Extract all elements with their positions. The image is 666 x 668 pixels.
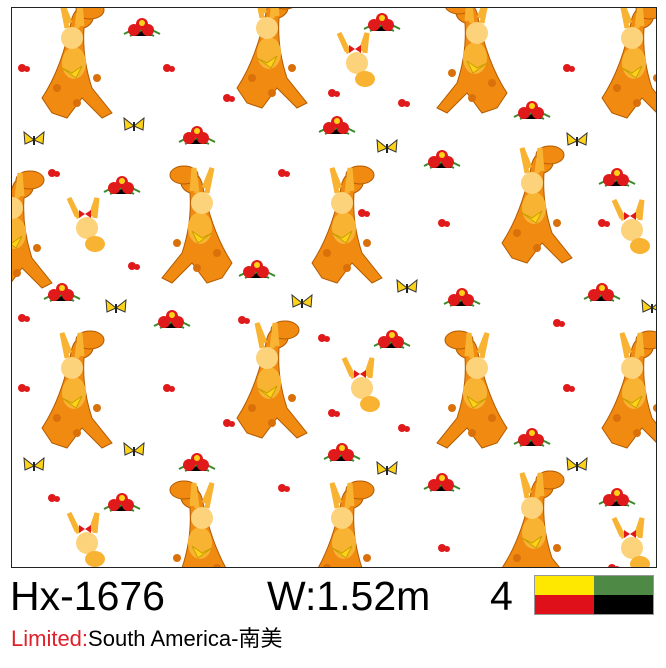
fabric-width: W:1.52m xyxy=(267,573,431,619)
butterfly-motif xyxy=(105,298,127,313)
butterfly-motif xyxy=(566,131,588,146)
giraffe-rabbit-motif xyxy=(236,8,308,109)
small-flower-motif xyxy=(398,424,410,432)
flower-cluster-motif xyxy=(123,18,161,37)
small-flower-motif xyxy=(598,219,610,227)
flower-cluster-motif xyxy=(318,116,356,135)
pattern-svg xyxy=(12,8,656,567)
small-flower-motif xyxy=(223,419,235,427)
small-flower-motif xyxy=(438,544,450,552)
small-flower-motif xyxy=(563,64,575,72)
flower-cluster-motif xyxy=(153,310,191,329)
limited-label: Limited: xyxy=(11,626,89,651)
flower-cluster-motif xyxy=(423,473,461,492)
small-flower-motif xyxy=(48,169,60,177)
small-flower-motif xyxy=(163,64,175,72)
giraffe-rabbit-motif xyxy=(436,8,508,114)
small-flower-motif xyxy=(328,89,340,97)
small-flower-motif xyxy=(238,316,250,324)
giraffe-rabbit-motif xyxy=(12,170,53,289)
flower-cluster-motif xyxy=(513,428,551,447)
giraffe-rabbit-motif xyxy=(436,330,508,449)
giraffe-rabbit-motif xyxy=(318,480,375,567)
flower-cluster-motif xyxy=(598,488,636,507)
butterfly-motif xyxy=(23,130,45,145)
swatch-yellow xyxy=(535,576,594,595)
butterfly-motif xyxy=(641,298,656,313)
small-flower-motif xyxy=(608,564,620,567)
small-flower-motif xyxy=(358,209,370,217)
small-flower-motif xyxy=(278,169,290,177)
flower-cluster-motif xyxy=(423,150,461,169)
fabric-pattern-preview xyxy=(11,7,657,568)
color-count: 4 xyxy=(490,573,513,619)
swatch-green xyxy=(594,576,653,595)
product-code: Hx-1676 xyxy=(10,573,165,619)
small-flower-motif xyxy=(128,262,140,270)
butterfly-motif xyxy=(566,456,588,471)
small-flower-motif xyxy=(163,384,175,392)
small-flower-motif xyxy=(223,94,235,102)
small-flower-motif xyxy=(553,319,565,327)
flower-cluster-motif xyxy=(373,330,411,349)
butterfly-motif xyxy=(123,116,145,131)
flower-cluster-motif xyxy=(513,101,551,120)
flower-cluster-motif xyxy=(178,126,216,145)
swatch-black xyxy=(594,595,653,614)
small-flower-motif xyxy=(278,484,290,492)
giraffe-rabbit-motif xyxy=(41,330,113,449)
butterfly-motif xyxy=(23,456,45,471)
giraffe-rabbit-motif xyxy=(311,165,383,284)
giraffe-rabbit-motif xyxy=(236,320,308,439)
market-restriction: Limited:South America-南美 xyxy=(11,625,282,653)
giraffe-rabbit-motif xyxy=(169,480,226,567)
rabbit-motif xyxy=(66,196,105,252)
small-flower-motif xyxy=(18,384,30,392)
swatch-red xyxy=(535,595,594,614)
butterfly-motif xyxy=(376,138,398,153)
small-flower-motif xyxy=(318,334,330,342)
butterfly-motif xyxy=(396,278,418,293)
flower-cluster-motif xyxy=(583,283,621,302)
small-flower-motif xyxy=(18,64,30,72)
flower-cluster-motif xyxy=(363,13,401,32)
flower-cluster-motif xyxy=(238,260,276,279)
giraffe-rabbit-motif xyxy=(502,470,565,567)
flower-cluster-motif xyxy=(103,493,141,512)
butterfly-motif xyxy=(376,460,398,475)
small-flower-motif xyxy=(328,409,340,417)
giraffe-rabbit-motif xyxy=(41,8,113,119)
giraffe-rabbit-motif xyxy=(601,330,656,449)
small-flower-motif xyxy=(563,384,575,392)
small-flower-motif xyxy=(18,314,30,322)
rabbit-motif xyxy=(66,511,105,567)
flower-cluster-motif xyxy=(178,453,216,472)
rabbit-motif xyxy=(611,198,650,254)
rabbit-motif xyxy=(336,31,375,87)
small-flower-motif xyxy=(438,219,450,227)
rabbit-motif xyxy=(611,516,650,567)
color-swatch xyxy=(534,575,654,615)
flower-cluster-motif xyxy=(103,176,141,195)
giraffe-rabbit-motif xyxy=(501,145,573,264)
butterfly-motif xyxy=(123,441,145,456)
rabbit-motif xyxy=(341,356,380,412)
giraffe-rabbit-motif xyxy=(161,165,233,284)
small-flower-motif xyxy=(398,99,410,107)
small-flower-motif xyxy=(48,494,60,502)
flower-cluster-motif xyxy=(323,443,361,462)
giraffe-rabbit-motif xyxy=(601,8,656,119)
limited-region: South America-南美 xyxy=(88,626,283,651)
flower-cluster-motif xyxy=(43,283,81,302)
flower-cluster-motif xyxy=(598,168,636,187)
flower-cluster-motif xyxy=(443,288,481,307)
butterfly-motif xyxy=(291,293,313,308)
